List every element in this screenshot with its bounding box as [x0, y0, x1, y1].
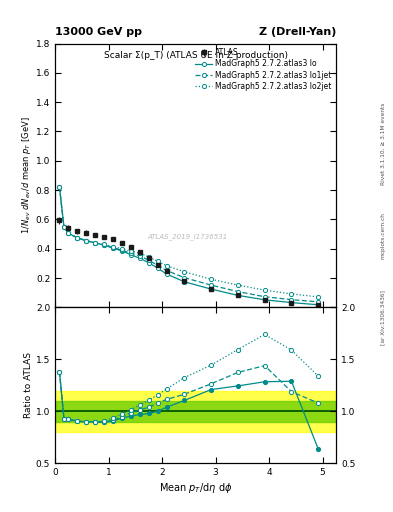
MadGraph5 2.7.2.atlas3 lo2jet [93, 240, 97, 246]
MadGraph5 2.7.2.atlas3 lo1jet [164, 267, 169, 273]
MadGraph5 2.7.2.atlas3 lo1jet [316, 299, 321, 305]
MadGraph5 2.7.2.atlas3 lo2jet [102, 241, 107, 247]
Y-axis label: Ratio to ATLAS: Ratio to ATLAS [24, 352, 33, 418]
MadGraph5 2.7.2.atlas3 lo2jet [289, 291, 294, 297]
Y-axis label: $1/N_{ev}\ dN_{ev}/d$ mean $p_T$ [GeV]: $1/N_{ev}\ dN_{ev}/d$ mean $p_T$ [GeV] [20, 117, 33, 234]
MadGraph5 2.7.2.atlas3 lo2jet [262, 287, 267, 293]
MadGraph5 2.7.2.atlas3 lo [129, 251, 133, 258]
Text: Z (Drell-Yan): Z (Drell-Yan) [259, 27, 336, 37]
MadGraph5 2.7.2.atlas3 lo [262, 297, 267, 303]
MadGraph5 2.7.2.atlas3 lo1jet [262, 294, 267, 300]
MadGraph5 2.7.2.atlas3 lo [102, 242, 107, 248]
MadGraph5 2.7.2.atlas3 lo1jet [84, 238, 88, 244]
MadGraph5 2.7.2.atlas3 lo2jet [316, 294, 321, 300]
MadGraph5 2.7.2.atlas3 lo1jet [209, 282, 213, 288]
Text: [ar Xiv:1306.3436]: [ar Xiv:1306.3436] [381, 290, 386, 345]
Text: Scalar Σ(p_T) (ATLAS UE in Z production): Scalar Σ(p_T) (ATLAS UE in Z production) [103, 51, 288, 60]
MadGraph5 2.7.2.atlas3 lo1jet [289, 296, 294, 303]
MadGraph5 2.7.2.atlas3 lo1jet [182, 274, 187, 281]
Legend: ATLAS, MadGraph5 2.7.2.atlas3 lo, MadGraph5 2.7.2.atlas3 lo1jet, MadGraph5 2.7.2: ATLAS, MadGraph5 2.7.2.atlas3 lo, MadGra… [193, 46, 334, 93]
MadGraph5 2.7.2.atlas3 lo [316, 302, 321, 308]
MadGraph5 2.7.2.atlas3 lo1jet [93, 240, 97, 246]
MadGraph5 2.7.2.atlas3 lo [66, 230, 71, 237]
MadGraph5 2.7.2.atlas3 lo [182, 279, 187, 285]
MadGraph5 2.7.2.atlas3 lo2jet [84, 238, 88, 244]
MadGraph5 2.7.2.atlas3 lo [235, 292, 240, 298]
Line: MadGraph5 2.7.2.atlas3 lo: MadGraph5 2.7.2.atlas3 lo [57, 185, 320, 307]
MadGraph5 2.7.2.atlas3 lo2jet [209, 276, 213, 282]
MadGraph5 2.7.2.atlas3 lo [57, 184, 62, 190]
MadGraph5 2.7.2.atlas3 lo1jet [155, 262, 160, 268]
MadGraph5 2.7.2.atlas3 lo [111, 245, 116, 251]
MadGraph5 2.7.2.atlas3 lo2jet [164, 263, 169, 269]
Text: mcplots.cern.ch: mcplots.cern.ch [381, 212, 386, 259]
MadGraph5 2.7.2.atlas3 lo [138, 255, 142, 262]
Text: ATLAS_2019_I1736531: ATLAS_2019_I1736531 [147, 233, 227, 240]
MadGraph5 2.7.2.atlas3 lo2jet [146, 254, 151, 260]
MadGraph5 2.7.2.atlas3 lo2jet [155, 258, 160, 264]
Text: Rivet 3.1.10, ≥ 3.1M events: Rivet 3.1.10, ≥ 3.1M events [381, 102, 386, 184]
MadGraph5 2.7.2.atlas3 lo [155, 265, 160, 271]
MadGraph5 2.7.2.atlas3 lo1jet [235, 289, 240, 295]
MadGraph5 2.7.2.atlas3 lo2jet [138, 250, 142, 256]
MadGraph5 2.7.2.atlas3 lo1jet [138, 253, 142, 259]
MadGraph5 2.7.2.atlas3 lo [119, 248, 124, 254]
MadGraph5 2.7.2.atlas3 lo2jet [62, 224, 66, 230]
MadGraph5 2.7.2.atlas3 lo2jet [75, 234, 80, 241]
MadGraph5 2.7.2.atlas3 lo2jet [57, 184, 62, 190]
MadGraph5 2.7.2.atlas3 lo1jet [75, 234, 80, 241]
MadGraph5 2.7.2.atlas3 lo [93, 240, 97, 246]
Line: MadGraph5 2.7.2.atlas3 lo2jet: MadGraph5 2.7.2.atlas3 lo2jet [57, 185, 320, 299]
MadGraph5 2.7.2.atlas3 lo [75, 234, 80, 241]
MadGraph5 2.7.2.atlas3 lo2jet [182, 269, 187, 275]
MadGraph5 2.7.2.atlas3 lo1jet [66, 230, 71, 237]
MadGraph5 2.7.2.atlas3 lo1jet [62, 224, 66, 230]
Line: MadGraph5 2.7.2.atlas3 lo1jet: MadGraph5 2.7.2.atlas3 lo1jet [57, 185, 320, 304]
MadGraph5 2.7.2.atlas3 lo [146, 260, 151, 266]
MadGraph5 2.7.2.atlas3 lo2jet [111, 244, 116, 250]
MadGraph5 2.7.2.atlas3 lo1jet [111, 245, 116, 251]
MadGraph5 2.7.2.atlas3 lo1jet [119, 247, 124, 253]
MadGraph5 2.7.2.atlas3 lo1jet [146, 257, 151, 263]
Text: 13000 GeV pp: 13000 GeV pp [55, 27, 142, 37]
MadGraph5 2.7.2.atlas3 lo [289, 300, 294, 306]
MadGraph5 2.7.2.atlas3 lo2jet [129, 248, 133, 254]
MadGraph5 2.7.2.atlas3 lo2jet [235, 282, 240, 288]
MadGraph5 2.7.2.atlas3 lo2jet [119, 246, 124, 252]
MadGraph5 2.7.2.atlas3 lo1jet [129, 250, 133, 256]
MadGraph5 2.7.2.atlas3 lo [84, 238, 88, 244]
MadGraph5 2.7.2.atlas3 lo2jet [66, 230, 71, 237]
MadGraph5 2.7.2.atlas3 lo [209, 286, 213, 292]
MadGraph5 2.7.2.atlas3 lo1jet [57, 184, 62, 190]
MadGraph5 2.7.2.atlas3 lo [62, 224, 66, 230]
MadGraph5 2.7.2.atlas3 lo1jet [102, 242, 107, 248]
MadGraph5 2.7.2.atlas3 lo [164, 271, 169, 277]
X-axis label: Mean $p_T$/d$\eta$ d$\phi$: Mean $p_T$/d$\eta$ d$\phi$ [159, 481, 232, 496]
